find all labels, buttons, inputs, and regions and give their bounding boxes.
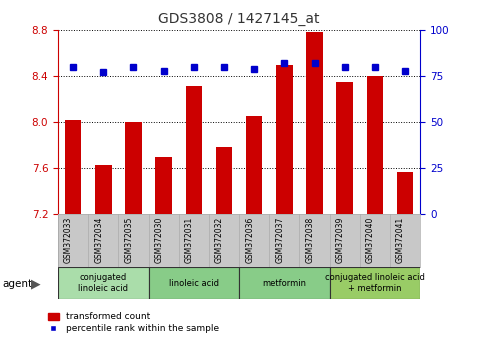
- Legend: transformed count, percentile rank within the sample: transformed count, percentile rank withi…: [48, 313, 219, 333]
- Bar: [397, 172, 413, 214]
- Text: GSM372035: GSM372035: [125, 217, 133, 263]
- Text: GSM372037: GSM372037: [275, 217, 284, 263]
- Text: GSM372030: GSM372030: [155, 217, 164, 263]
- Text: GSM372040: GSM372040: [366, 217, 375, 263]
- Title: GDS3808 / 1427145_at: GDS3808 / 1427145_at: [158, 12, 320, 26]
- Bar: [367, 76, 383, 214]
- Bar: [216, 147, 232, 214]
- Text: GSM372033: GSM372033: [64, 217, 73, 263]
- Text: conjugated linoleic acid
+ metformin: conjugated linoleic acid + metformin: [325, 274, 425, 293]
- Text: linoleic acid: linoleic acid: [169, 279, 219, 288]
- Bar: [65, 120, 81, 214]
- Text: GSM372036: GSM372036: [245, 217, 254, 263]
- Bar: [149, 267, 239, 299]
- Bar: [306, 32, 323, 214]
- Bar: [276, 64, 293, 214]
- Text: metformin: metformin: [262, 279, 306, 288]
- Text: GSM372038: GSM372038: [306, 217, 314, 263]
- Bar: [246, 116, 262, 214]
- Bar: [337, 82, 353, 214]
- Text: GSM372041: GSM372041: [396, 217, 405, 263]
- Bar: [156, 156, 172, 214]
- Bar: [125, 122, 142, 214]
- Text: GSM372031: GSM372031: [185, 217, 194, 263]
- Bar: [185, 86, 202, 214]
- Bar: [239, 267, 330, 299]
- Text: agent: agent: [2, 279, 32, 289]
- Bar: [95, 165, 112, 214]
- Text: GSM372032: GSM372032: [215, 217, 224, 263]
- Bar: [58, 267, 149, 299]
- Text: ▶: ▶: [31, 278, 41, 291]
- Bar: [330, 267, 420, 299]
- Text: GSM372039: GSM372039: [336, 217, 345, 263]
- Text: GSM372034: GSM372034: [94, 217, 103, 263]
- Text: conjugated
linoleic acid: conjugated linoleic acid: [78, 274, 128, 293]
